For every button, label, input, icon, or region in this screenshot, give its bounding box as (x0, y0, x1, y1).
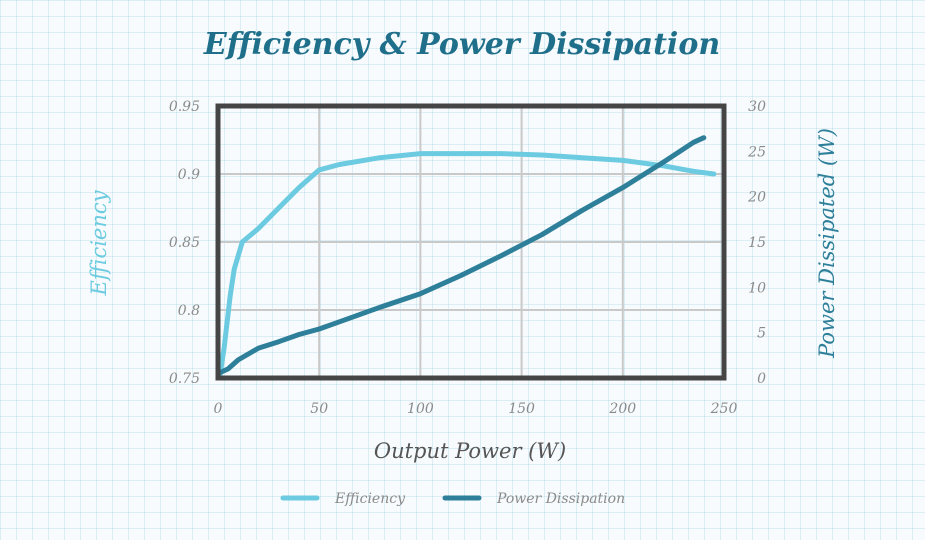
efficiency-point (297, 185, 301, 190)
power-dissipation-point (236, 357, 241, 362)
power-dissipation-point (276, 339, 281, 344)
power-dissipation-point (256, 346, 261, 351)
power-dissipation-point (418, 291, 423, 296)
efficiency-point (691, 169, 696, 174)
x-tick-label: 150 (508, 401, 535, 417)
efficiency-point (337, 162, 342, 167)
legend-label: Power Dissipation (496, 491, 625, 507)
y-right-tick-label: 0 (757, 371, 766, 387)
efficiency-point (539, 153, 544, 157)
y-right-tick-label: 30 (748, 99, 766, 115)
series-layer (217, 135, 717, 378)
efficiency-point (377, 155, 382, 160)
power-dissipation-point (620, 185, 625, 190)
efficiency-point (228, 294, 233, 299)
y-right-tick-label: 20 (747, 190, 766, 206)
power-dissipation-point (297, 332, 301, 337)
efficiency-point (276, 206, 281, 210)
y-right-tick-label: 15 (748, 235, 766, 251)
legend-item: Efficiency (280, 491, 406, 507)
y-left-tick-label: 0.75 (169, 371, 200, 387)
y-right-tick-label: 5 (757, 326, 766, 342)
y-axis-right-label: Power Dissipated (W) (815, 128, 839, 359)
y-left-tick-label: 0.9 (178, 167, 200, 183)
tick-labels: 0 50 100 150 200 250 0.75 0.8 0.85 0.9 0.95 0 5 10 15 2… (169, 99, 766, 417)
y-axis-left-label: Efficiency (87, 189, 111, 296)
power-dissipation-point (701, 135, 706, 140)
x-tick-label: 0 (214, 401, 223, 417)
x-axis-label: Output Power (W) (374, 439, 566, 463)
efficiency-point (458, 151, 463, 156)
power-dissipation-line (217, 135, 707, 376)
y-left-tick-label: 0.95 (169, 99, 200, 115)
legend: Efficiency Power Dissipation (280, 491, 625, 507)
legend-item: Power Dissipation (442, 491, 625, 507)
y-right-tick-label: 10 (748, 280, 766, 296)
x-tick-label: 50 (310, 401, 328, 417)
y-left-tick-label: 0.8 (178, 303, 200, 319)
power-dissipation-point (661, 160, 666, 165)
efficiency-point (232, 267, 237, 272)
power-dissipation-point (580, 208, 585, 213)
power-dissipation-point (337, 319, 342, 324)
efficiency-point (499, 151, 504, 156)
x-tick-label: 100 (407, 401, 434, 417)
efficiency-line (217, 151, 717, 378)
power-dissipation-point (539, 232, 544, 237)
efficiency-point (240, 240, 245, 244)
power-dissipation-point (458, 273, 463, 278)
efficiency-point (620, 158, 625, 163)
y-right-tick-label: 25 (747, 144, 766, 160)
efficiency-point (222, 346, 227, 351)
plot-frame (215, 103, 727, 381)
efficiency-point (317, 167, 322, 172)
efficiency-point (418, 151, 423, 156)
efficiency-point (580, 155, 585, 160)
y-left-tick-label: 0.85 (169, 235, 200, 251)
power-dissipation-point (691, 140, 696, 145)
power-dissipation-point (499, 253, 504, 258)
efficiency-point (711, 172, 716, 176)
x-tick-label: 200 (608, 401, 636, 417)
chart-title: Efficiency & Power Dissipation (203, 27, 720, 62)
power-dissipation-point (226, 366, 231, 371)
efficiency-point (256, 226, 261, 231)
x-tick-label: 250 (710, 401, 738, 417)
legend-label: Efficiency (334, 491, 406, 507)
power-dissipation-point (317, 327, 322, 331)
power-dissipation-point (377, 305, 382, 310)
